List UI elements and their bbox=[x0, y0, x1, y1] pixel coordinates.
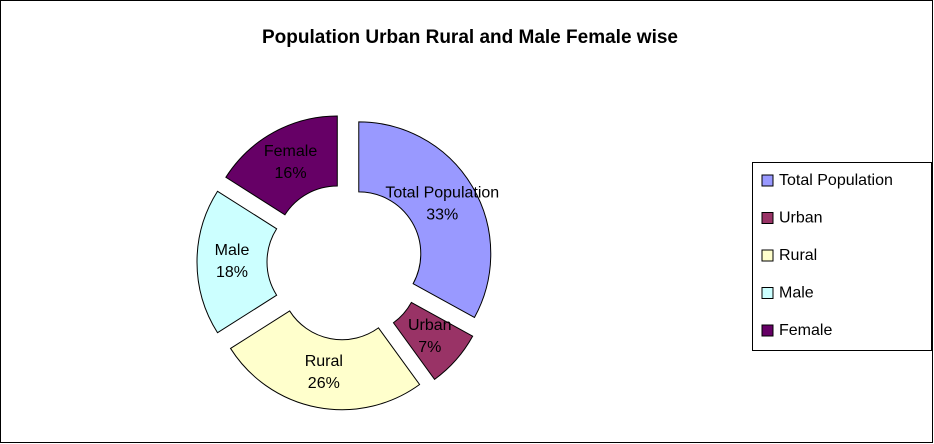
segment-label: Female bbox=[264, 143, 317, 160]
legend-swatch bbox=[761, 324, 774, 337]
legend-swatch bbox=[761, 174, 774, 187]
donut-segment bbox=[392, 301, 474, 381]
legend-label: Female bbox=[779, 322, 832, 339]
legend-label: Rural bbox=[779, 247, 817, 264]
segment-label: Rural bbox=[305, 353, 343, 370]
legend-swatch bbox=[761, 212, 774, 224]
segment-value-label: 33% bbox=[426, 207, 458, 224]
segment-label: Male bbox=[215, 242, 250, 259]
chart-title: Population Urban Rural and Male Female w… bbox=[262, 27, 678, 48]
segment-value-label: 7% bbox=[418, 339, 441, 356]
segment-label: Total Population bbox=[385, 185, 499, 202]
legend-swatch bbox=[761, 287, 774, 299]
segment-value-label: 18% bbox=[216, 264, 248, 281]
legend-swatch bbox=[761, 249, 774, 262]
segment-value-label: 16% bbox=[275, 165, 307, 182]
donut-segment bbox=[225, 115, 338, 216]
segment-value-label: 26% bbox=[308, 375, 340, 392]
segment-label: Urban bbox=[408, 317, 452, 334]
legend-label: Total Population bbox=[779, 172, 893, 189]
donut-segment bbox=[358, 121, 492, 319]
donut-segment bbox=[196, 190, 278, 334]
legend-box bbox=[752, 162, 932, 351]
legend-label: Urban bbox=[779, 210, 823, 227]
legend-label: Male bbox=[779, 285, 814, 302]
donut-segment bbox=[229, 310, 421, 411]
